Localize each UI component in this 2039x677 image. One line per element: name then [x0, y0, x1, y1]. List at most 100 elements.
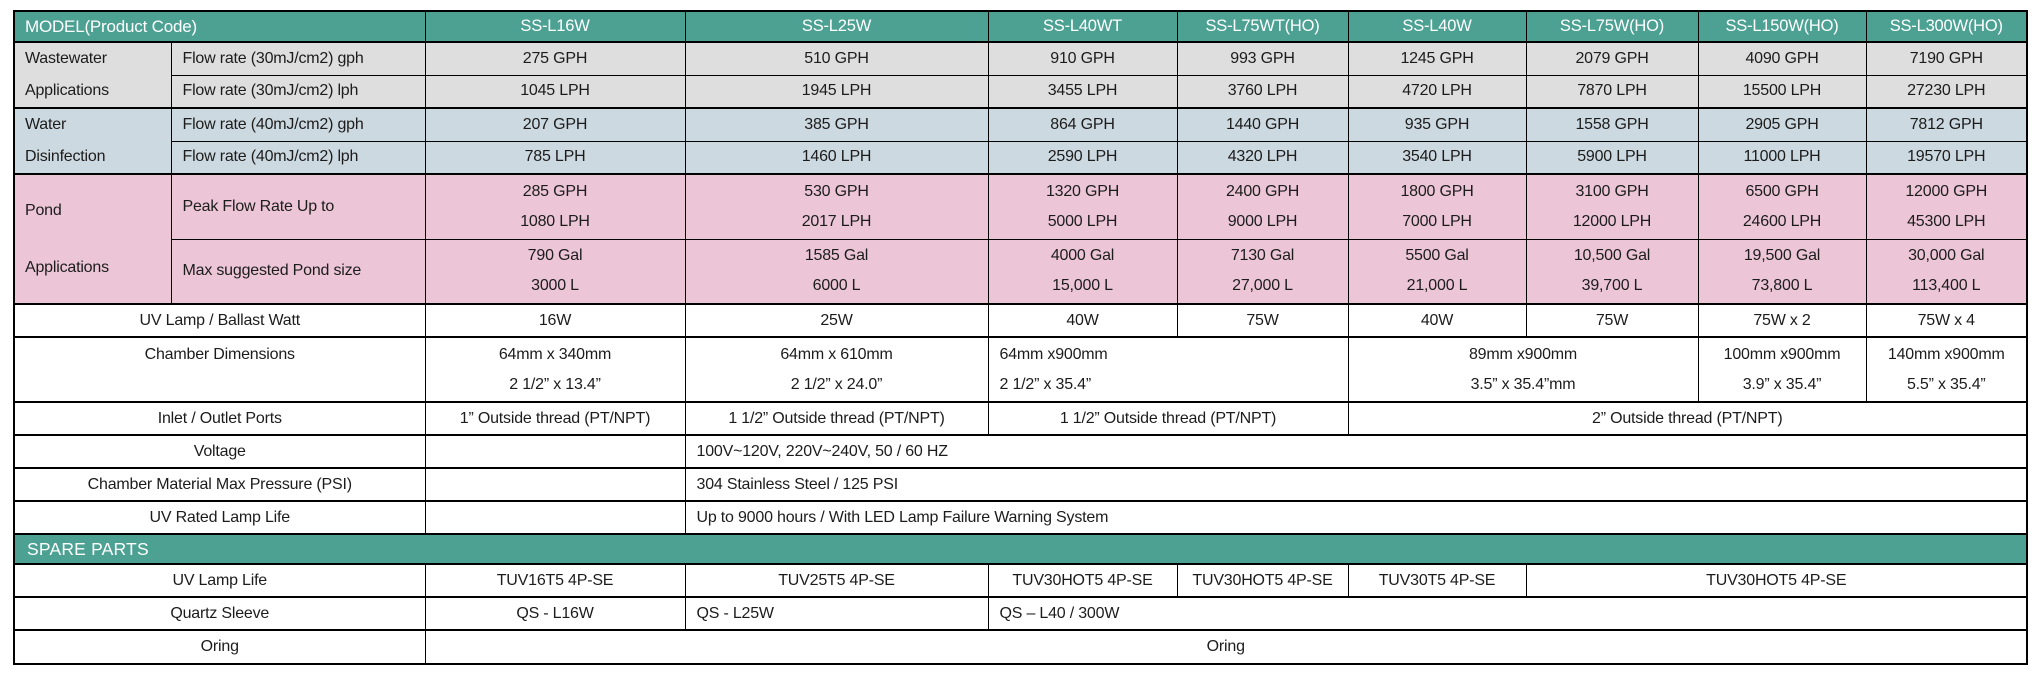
value-cell: 2079 GPH [1525, 41, 1699, 76]
group-label-pond: Pond Applications [13, 173, 172, 305]
value-cell: 275 GPH [424, 41, 686, 76]
uv-system-spec-table: MODEL(Product Code) SS-L16W SS-L25W SS-L… [13, 10, 2028, 665]
group-label-water-disinfection: Water Disinfection [13, 107, 172, 175]
value-cell: 40W [1347, 303, 1527, 338]
value-cell: 64mm x 340mm 2 1/2” x 13.4” [424, 336, 686, 403]
col-header-ss-l25w: SS-L25W [684, 10, 989, 43]
empty-cell [424, 434, 686, 469]
value-cell: 3760 LPH [1176, 74, 1349, 109]
value-cell: 7190 GPH [1865, 41, 2028, 76]
row-flow30-lph: Flow rate (30mJ/cm2) lph 1045 LPH 1945 L… [14, 74, 2028, 109]
col-header-ss-l75wt: SS-L75WT(HO) [1176, 10, 1349, 43]
value-cell: 4320 LPH [1176, 140, 1349, 175]
value-cell: 2905 GPH [1697, 107, 1867, 142]
row-uv-rated-lamp-life: UV Rated Lamp Life Up to 9000 hours / Wi… [13, 500, 2028, 535]
value-cell: 4000 Gal 15,000 L [987, 238, 1178, 305]
col-header-ss-l150w: SS-L150W(HO) [1697, 10, 1867, 43]
row-label-spare-uv-lamp-life: UV Lamp Life [13, 563, 426, 598]
value-cell: 1585 Gal 6000 L [684, 238, 989, 305]
row-label-flow40-lph: Flow rate (40mJ/cm2) lph [170, 140, 426, 175]
col-header-ss-l300w: SS-L300W(HO) [1865, 10, 2028, 43]
value-cell: 7812 GPH [1865, 107, 2028, 142]
value-cell: 3455 LPH [987, 74, 1178, 109]
value-cell: 790 Gal 3000 L [424, 238, 686, 305]
value-cell: 15500 LPH [1697, 74, 1867, 109]
value-cell: 12000 GPH 45300 LPH [1865, 173, 2028, 240]
value-cell: 207 GPH [424, 107, 686, 142]
value-cell: 3100 GPH 12000 LPH [1525, 173, 1699, 240]
value-cell-merged: Up to 9000 hours / With LED Lamp Failure… [684, 500, 2028, 535]
value-cell-merged: 1 1/2” Outside thread (PT/NPT) [987, 401, 1349, 436]
row-label-pond-size: Max suggested Pond size [170, 238, 426, 305]
value-cell: 1440 GPH [1176, 107, 1349, 142]
value-cell: 100mm x900mm 3.9” x 35.4” [1697, 336, 1867, 403]
value-cell: 10,500 Gal 39,700 L [1525, 238, 1699, 305]
col-header-ss-l40wt: SS-L40WT [987, 10, 1178, 43]
row-quartz-sleeve: Quartz Sleeve QS - L16W QS - L25W QS – L… [13, 596, 2028, 631]
value-cell: 1460 LPH [684, 140, 989, 175]
col-header-ss-l40w: SS-L40W [1347, 10, 1527, 43]
value-cell: 27230 LPH [1865, 74, 2028, 109]
value-cell: 16W [424, 303, 686, 338]
value-cell: 40W [987, 303, 1178, 338]
value-cell: 1800 GPH 7000 LPH [1347, 173, 1527, 240]
value-cell: 2590 LPH [987, 140, 1178, 175]
value-cell: 993 GPH [1176, 41, 1349, 76]
value-cell: 64mm x 610mm 2 1/2” x 24.0” [684, 336, 989, 403]
row-chamber-dimensions: Chamber Dimensions 64mm x 340mm 2 1/2” x… [13, 336, 2028, 403]
row-flow40-lph: Flow rate (40mJ/cm2) lph 785 LPH 1460 LP… [14, 140, 2028, 175]
value-cell: TUV16T5 4P-SE [424, 563, 686, 598]
value-cell: 140mm x900mm 5.5” x 35.4” [1865, 336, 2028, 403]
value-cell-merged: 64mm x900mm 2 1/2” x 35.4” [987, 336, 1349, 403]
row-label-flow40-gph: Flow rate (40mJ/cm2) gph [170, 107, 426, 142]
value-cell: 864 GPH [987, 107, 1178, 142]
value-cell: 5900 LPH [1525, 140, 1699, 175]
value-cell: 11000 LPH [1697, 140, 1867, 175]
value-cell: 1045 LPH [424, 74, 686, 109]
value-cell-merged: 100V~120V, 220V~240V, 50 / 60 HZ [684, 434, 2028, 469]
row-label-peak-flow: Peak Flow Rate Up to [170, 173, 426, 240]
col-header-ss-l16w: SS-L16W [424, 10, 686, 43]
row-oring: Oring Oring [13, 629, 2028, 665]
value-cell: 75W [1525, 303, 1699, 338]
value-cell-merged: 89mm x900mm 3.5” x 35.4”mm [1347, 336, 1699, 403]
value-cell: 19,500 Gal 73,800 L [1697, 238, 1867, 305]
value-cell: 7130 Gal 27,000 L [1176, 238, 1349, 305]
value-cell: 6500 GPH 24600 LPH [1697, 173, 1867, 240]
value-cell: 910 GPH [987, 41, 1178, 76]
table-header-row: MODEL(Product Code) SS-L16W SS-L25W SS-L… [13, 10, 2028, 43]
value-cell: 2400 GPH 9000 LPH [1176, 173, 1349, 240]
row-flow40-gph: Water Disinfection Flow rate (40mJ/cm2) … [13, 107, 2028, 175]
value-cell: 30,000 Gal 113,400 L [1865, 238, 2028, 305]
value-cell: 1558 GPH [1525, 107, 1699, 142]
value-cell: 785 LPH [424, 140, 686, 175]
row-label-flow30-lph: Flow rate (30mJ/cm2) lph [170, 74, 426, 109]
value-cell-merged: TUV30HOT5 4P-SE [1525, 563, 2028, 598]
row-pond-size: Max suggested Pond size 790 Gal 3000 L 1… [14, 238, 2028, 305]
row-chamber-material: Chamber Material Max Pressure (PSI) 304 … [13, 467, 2028, 502]
row-label-chamber-material: Chamber Material Max Pressure (PSI) [13, 467, 426, 502]
value-cell-merged: 304 Stainless Steel / 125 PSI [684, 467, 2028, 502]
col-header-ss-l75w: SS-L75W(HO) [1525, 10, 1699, 43]
value-cell: 19570 LPH [1865, 140, 2028, 175]
value-cell: 75W x 4 [1865, 303, 2028, 338]
value-cell: 25W [684, 303, 989, 338]
row-flow30-gph: Wastewater Applications Flow rate (30mJ/… [13, 41, 2028, 109]
value-cell: 4720 LPH [1347, 74, 1527, 109]
value-cell: 1” Outside thread (PT/NPT) [424, 401, 686, 436]
value-cell: 510 GPH [684, 41, 989, 76]
value-cell: 285 GPH 1080 LPH [424, 173, 686, 240]
row-voltage: Voltage 100V~120V, 220V~240V, 50 / 60 HZ [13, 434, 2028, 469]
value-cell: 1945 LPH [684, 74, 989, 109]
row-inlet-outlet: Inlet / Outlet Ports 1” Outside thread (… [13, 401, 2028, 436]
value-cell: 1320 GPH 5000 LPH [987, 173, 1178, 240]
value-cell: 75W [1176, 303, 1349, 338]
value-cell-merged: Oring [424, 629, 2028, 665]
row-label-flow30-gph: Flow rate (30mJ/cm2) gph [170, 41, 426, 76]
value-cell-merged: 2” Outside thread (PT/NPT) [1347, 401, 2028, 436]
value-cell: QS - L25W [684, 596, 989, 631]
row-label-inlet-outlet: Inlet / Outlet Ports [13, 401, 426, 436]
value-cell: TUV25T5 4P-SE [684, 563, 989, 598]
row-label-lamp-watt: UV Lamp / Ballast Watt [13, 303, 426, 338]
